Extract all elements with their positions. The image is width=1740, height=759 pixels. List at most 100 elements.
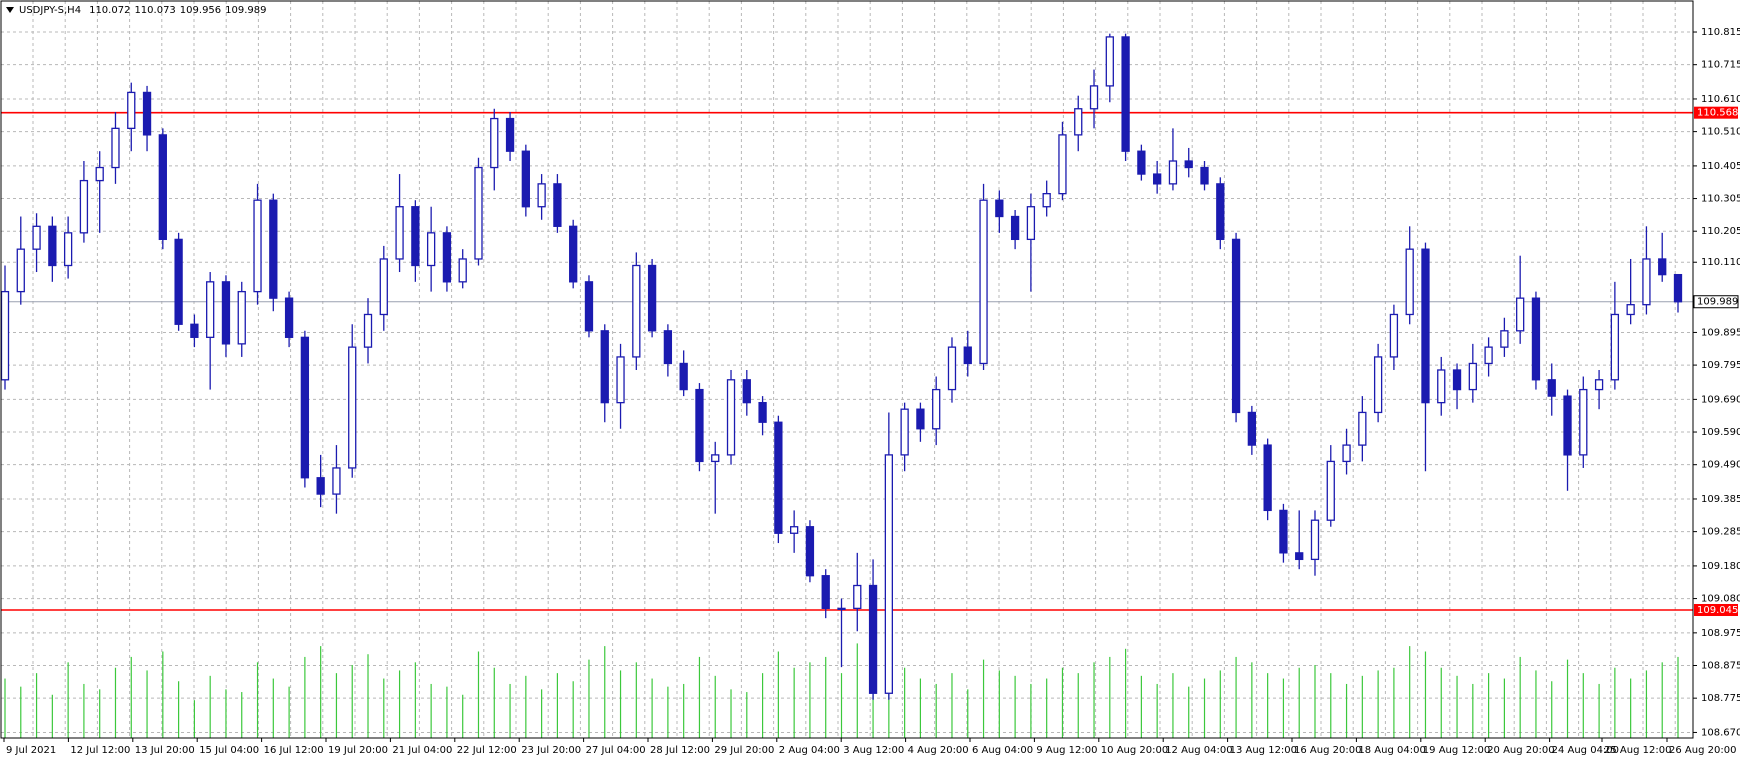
candles <box>0 33 1683 700</box>
candle-body <box>1042 193 1051 208</box>
menu-triangle[interactable] <box>6 7 14 13</box>
x-tick-label: 20 Aug 20:00 <box>1487 745 1554 756</box>
candle-body <box>1626 304 1635 316</box>
y-tick-label: 109.795 <box>1701 360 1740 371</box>
candle-body <box>237 290 246 345</box>
candle-body <box>1373 356 1383 414</box>
candle-body <box>837 607 846 611</box>
x-tick-label: 13 Jul 20:00 <box>135 745 195 756</box>
x-tick-label: 12 Jul 12:00 <box>70 745 130 756</box>
candle-body <box>1500 330 1509 348</box>
candle-body <box>426 232 436 267</box>
candle-body <box>742 379 751 404</box>
x-tick-label: 13 Aug 12:00 <box>1230 745 1297 756</box>
x-tick-label: 3 Aug 12:00 <box>843 745 904 756</box>
candle-body <box>1563 395 1572 456</box>
y-tick-label: 109.490 <box>1701 460 1740 471</box>
candle-body <box>1216 183 1225 241</box>
plot-frame <box>0 0 1694 739</box>
candle-body <box>900 408 909 456</box>
candle-body <box>505 117 515 152</box>
candle-body <box>1074 108 1083 136</box>
candle-body <box>790 526 799 534</box>
y-tick-label: 110.110 <box>1701 257 1740 268</box>
candle-body <box>379 258 388 316</box>
candle-body <box>553 183 562 227</box>
candle-body <box>647 264 657 332</box>
x-tick-label: 23 Jul 20:00 <box>521 745 581 756</box>
candle-body <box>1247 411 1257 446</box>
candle-body <box>995 199 1004 218</box>
candle-body <box>1579 388 1588 456</box>
candle-body <box>521 150 530 208</box>
candle-body <box>1137 150 1146 175</box>
candle-body <box>1516 297 1525 332</box>
candle-body <box>537 183 546 208</box>
candle-body <box>1531 297 1541 381</box>
x-tick-label: 18 Aug 04:00 <box>1358 745 1425 756</box>
candle-body <box>1263 444 1272 512</box>
volume-pane <box>4 638 1679 738</box>
candle-body <box>300 336 310 479</box>
candle-body <box>884 454 893 694</box>
y-tick-label: 109.285 <box>1701 527 1740 538</box>
y-tick-label: 109.690 <box>1701 394 1740 405</box>
candle-body <box>916 408 925 430</box>
candle-body <box>1468 362 1477 391</box>
candle-body <box>127 91 136 130</box>
candle-body <box>111 127 120 169</box>
candle-body <box>774 421 783 534</box>
candle-body <box>963 346 972 365</box>
candle-body <box>411 206 420 267</box>
candle-body <box>1105 36 1114 87</box>
candle-body <box>1610 313 1620 381</box>
price-label-box <box>1693 295 1739 309</box>
candle-body <box>1673 273 1683 303</box>
candle-body <box>63 232 73 267</box>
candle-body <box>600 330 609 404</box>
candle-body <box>474 166 483 260</box>
y-tick-label: 108.975 <box>1701 628 1740 639</box>
x-tick-label: 25 Aug 12:00 <box>1604 745 1671 756</box>
header-low: 109.956 <box>180 5 221 16</box>
x-tick-label: 2 Aug 04:00 <box>779 745 840 756</box>
candle-body <box>269 199 278 299</box>
header-close: 109.989 <box>225 5 266 16</box>
candle-body <box>584 281 594 332</box>
candle-body <box>0 290 10 381</box>
candle-body <box>1058 134 1067 195</box>
x-tick-label: 24 Aug 04:00 <box>1552 745 1619 756</box>
candle-body <box>1310 519 1320 561</box>
candle-body <box>1026 206 1036 241</box>
x-tick-label: 22 Jul 12:00 <box>457 745 517 756</box>
y-tick-label: 109.590 <box>1701 427 1740 438</box>
candle-body <box>1452 369 1462 391</box>
candle-body <box>632 264 641 358</box>
candle-body <box>1342 444 1351 463</box>
candle-body <box>979 199 988 365</box>
y-tick-label: 110.305 <box>1701 194 1740 205</box>
y-tick-label: 109.080 <box>1701 594 1740 605</box>
y-tick-label: 109.180 <box>1701 561 1740 572</box>
candle-body <box>947 346 957 391</box>
price-label: 109.989 <box>1697 297 1738 308</box>
candle-body <box>695 388 704 463</box>
y-tick-label: 110.405 <box>1701 161 1740 172</box>
x-tick-label: 12 Aug 04:00 <box>1165 745 1232 756</box>
candle-body <box>48 225 57 267</box>
candle-body <box>1326 460 1335 521</box>
candle-body <box>253 199 262 293</box>
y-tick-label: 109.385 <box>1701 494 1740 505</box>
candle-body <box>616 356 625 404</box>
candle-body <box>1437 369 1446 404</box>
candle-body <box>174 238 183 325</box>
y-tick-label: 110.510 <box>1701 127 1740 138</box>
candle-body <box>1421 248 1430 404</box>
x-tick-label: 6 Aug 04:00 <box>972 745 1033 756</box>
y-tick-label: 110.205 <box>1701 226 1740 237</box>
candle-body <box>221 281 231 345</box>
candle-body <box>79 179 89 234</box>
level-label: 110.568 <box>1697 108 1738 119</box>
candle-body <box>332 467 341 495</box>
candle-body <box>158 134 167 241</box>
